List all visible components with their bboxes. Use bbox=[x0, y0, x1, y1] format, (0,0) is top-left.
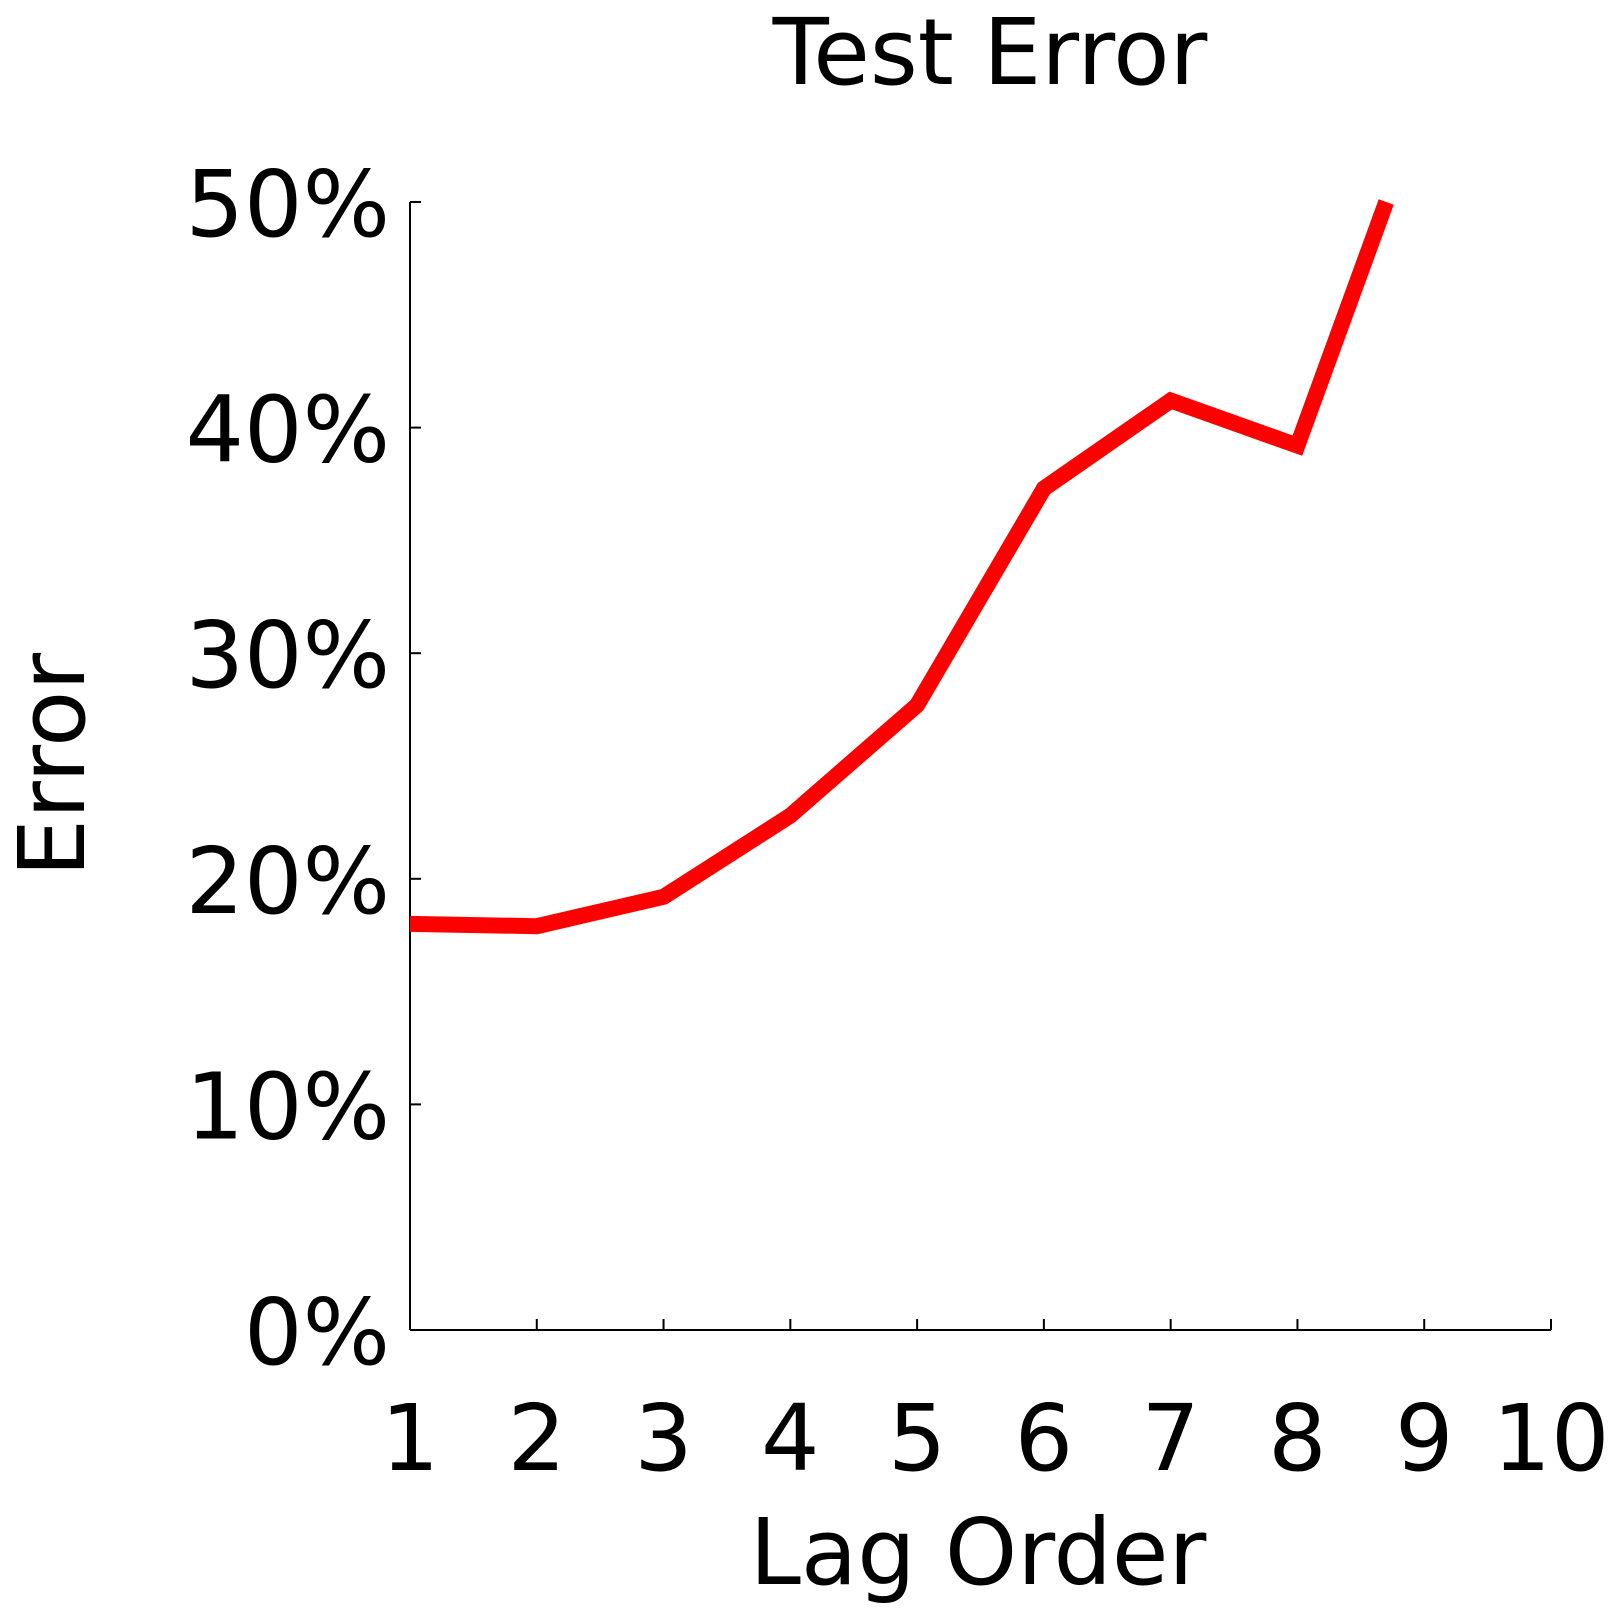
y-tick-label: 40% bbox=[186, 377, 390, 484]
y-tick-label: 30% bbox=[186, 602, 390, 709]
x-tick-label: 4 bbox=[761, 1385, 820, 1492]
series-group bbox=[409, 199, 1394, 935]
x-ticks: 1 2 3 4 5 6 7 8 9 10 bbox=[381, 1319, 1610, 1492]
axes bbox=[409, 202, 1551, 1331]
x-tick-label: 10 bbox=[1492, 1385, 1609, 1492]
y-tick-label: 0% bbox=[244, 1279, 390, 1386]
y-ticks: 0% 10% 20% 30% 40% 50% bbox=[186, 151, 421, 1386]
x-axis-label: Lag Order bbox=[750, 1499, 1207, 1606]
y-axis-label: Error bbox=[0, 653, 106, 877]
y-tick-label: 20% bbox=[186, 828, 390, 935]
x-tick-label: 8 bbox=[1268, 1385, 1327, 1492]
series-line bbox=[409, 199, 1394, 935]
x-tick-label: 7 bbox=[1141, 1385, 1200, 1492]
y-tick-label: 50% bbox=[186, 151, 390, 258]
chart-title: Test Error bbox=[772, 0, 1208, 106]
x-tick-label: 5 bbox=[888, 1385, 947, 1492]
x-tick-label: 6 bbox=[1015, 1385, 1074, 1492]
x-tick-label: 2 bbox=[508, 1385, 567, 1492]
x-tick-label: 1 bbox=[381, 1385, 440, 1492]
x-tick-label: 3 bbox=[634, 1385, 693, 1492]
x-tick-label: 9 bbox=[1395, 1385, 1454, 1492]
y-tick-label: 10% bbox=[186, 1053, 390, 1160]
